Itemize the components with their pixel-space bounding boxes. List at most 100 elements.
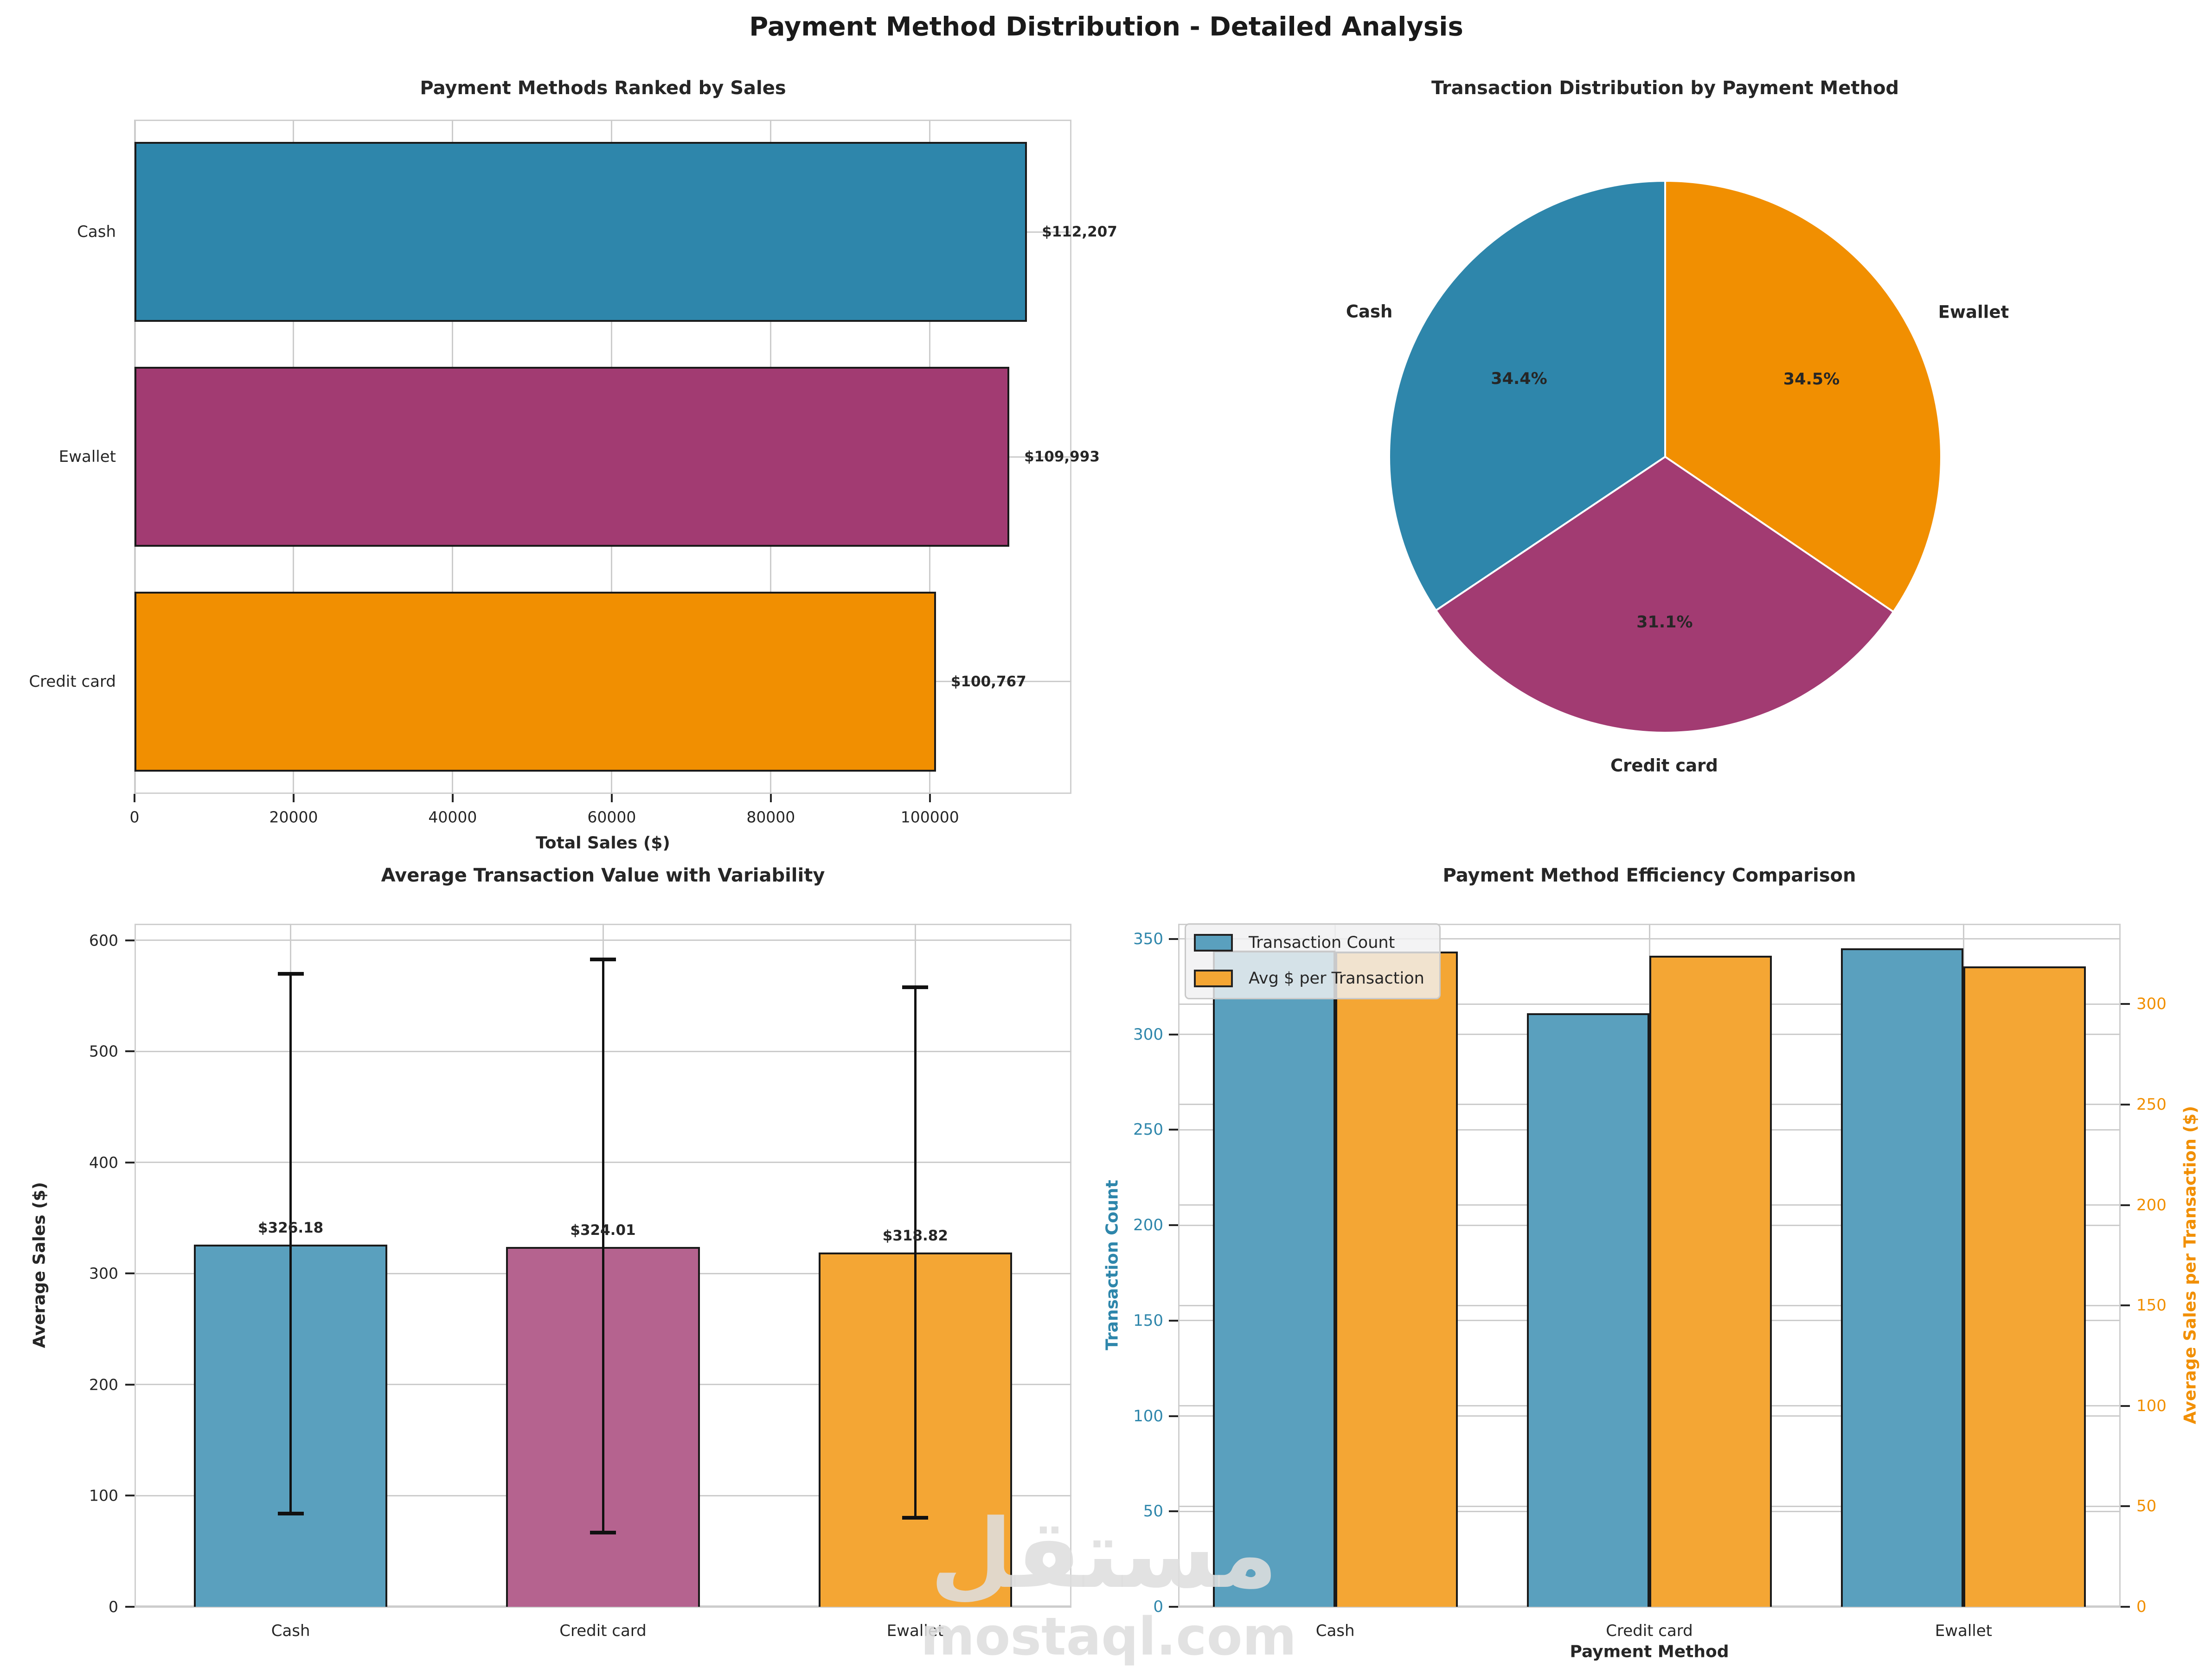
bar-transaction-count (1527, 1013, 1649, 1607)
panel1-title: Payment Methods Ranked by Sales (420, 77, 786, 99)
x-tick-label: 60000 (587, 808, 636, 826)
x-category-label: Cash (271, 1622, 310, 1640)
x-category-label: Ewallet (1935, 1622, 1992, 1640)
bar (135, 591, 936, 772)
right-y-tick-mark (2121, 1304, 2130, 1307)
x-category-label: Ewallet (886, 1622, 944, 1640)
pie-label: Credit card (1610, 755, 1718, 776)
x-tick-label: 0 (129, 808, 140, 826)
x-category-label: Credit card (1606, 1622, 1693, 1640)
right-y-tick-label: 50 (2136, 1497, 2157, 1516)
right-y-tick-label: 250 (2136, 1095, 2167, 1114)
bar-value-label: $109,993 (1024, 448, 1100, 465)
pie-label: Ewallet (1938, 302, 2009, 322)
pie-slice-cash (1388, 179, 1666, 612)
bar-transaction-count (1212, 950, 1335, 1607)
left-y-tick-label: 350 (1133, 929, 1163, 948)
y-tick-mark (125, 1050, 135, 1053)
right-y-tick-mark (2121, 1606, 2130, 1608)
y-tick-label: 400 (89, 1153, 118, 1172)
bar-transaction-count (1841, 948, 1964, 1607)
error-bar-cap-bottom (902, 1516, 929, 1520)
panel3-title: Average Transaction Value with Variabili… (381, 865, 825, 886)
y-tick-label: 600 (89, 931, 118, 950)
y-tick-label: 0 (109, 1598, 118, 1616)
right-y-tick-label: 200 (2136, 1195, 2167, 1214)
error-bar-line (602, 959, 604, 1533)
y-tick-label: 100 (89, 1486, 118, 1505)
left-y-tick-label: 50 (1143, 1502, 1163, 1521)
error-bar-line (289, 973, 292, 1514)
error-bar-cap-top (277, 971, 304, 976)
bar-avg-per-txn (1963, 966, 2086, 1607)
y-tick-label: 500 (89, 1042, 118, 1061)
y-tick-mark (125, 939, 135, 941)
y-tick-label: 300 (89, 1264, 118, 1283)
error-bar-cap-bottom (277, 1511, 304, 1515)
x-tick-mark (292, 794, 295, 802)
left-y-tick-mark (1169, 1510, 1178, 1513)
x-category-label: Cash (1315, 1622, 1355, 1640)
right-y-gridline (1178, 1606, 2121, 1608)
watermark-arabic: مستقل (930, 1499, 1278, 1610)
bar-value-label: $100,767 (950, 673, 1026, 690)
right-y-tick-label: 100 (2136, 1396, 2167, 1415)
left-y-tick-mark (1169, 1033, 1178, 1035)
y-category-label: Ewallet (58, 447, 116, 466)
bar (135, 142, 1027, 322)
right-y-tick-label: 300 (2136, 995, 2167, 1014)
right-y-tick-mark (2121, 1405, 2130, 1407)
bar (135, 367, 1010, 547)
error-bar-cap-top (902, 985, 929, 989)
error-bar-line (914, 987, 917, 1518)
left-y-tick-label: 0 (1153, 1598, 1163, 1616)
right-y-tick-mark (2121, 1103, 2130, 1106)
bar-value-label: $318.82 (882, 1227, 948, 1245)
left-y-tick-label: 300 (1133, 1025, 1163, 1044)
left-y-tick-label: 200 (1133, 1216, 1163, 1235)
y-tick-mark (125, 1606, 135, 1608)
y-gridline (135, 1606, 1071, 1608)
pie-slice-credit-card (1435, 455, 1895, 734)
pie-label: Cash (1346, 301, 1393, 321)
bar-value-label: $326.18 (258, 1219, 324, 1236)
left-y-tick-mark (1169, 1319, 1178, 1322)
x-tick-mark (769, 794, 772, 802)
right-y-tick-mark (2121, 1003, 2130, 1005)
pie-pct-label: 34.5% (1783, 370, 1840, 389)
pie-pct-label: 34.4% (1491, 369, 1547, 388)
y-tick-mark (125, 1495, 135, 1497)
x-tick-mark (610, 794, 613, 802)
x-tick-mark (451, 794, 454, 802)
y-tick-mark (125, 1161, 135, 1163)
left-y-tick-mark (1169, 1415, 1178, 1417)
legend-swatch-orange (1194, 970, 1233, 987)
y-category-label: Credit card (29, 672, 116, 691)
panel2-title: Transaction Distribution by Payment Meth… (1431, 77, 1899, 99)
watermark-latin: mostaql.com (920, 1607, 1297, 1667)
bar-avg-per-txn (1649, 956, 1772, 1607)
left-y-tick-mark (1169, 1606, 1178, 1608)
panel4-left-yaxis-label: Transaction Count (1103, 1180, 1122, 1350)
left-y-tick-mark (1169, 1224, 1178, 1227)
left-y-tick-label: 150 (1133, 1311, 1163, 1330)
x-tick-label: 20000 (269, 808, 318, 826)
y-tick-mark (125, 1272, 135, 1275)
y-tick-label: 200 (89, 1375, 118, 1394)
x-tick-mark (134, 794, 135, 802)
y-tick-mark (125, 1383, 135, 1386)
pie-slice-ewallet (1664, 179, 1942, 614)
legend-swatch-blue (1194, 934, 1233, 952)
panel4-title: Payment Method Efficiency Comparison (1443, 865, 1856, 886)
y-category-label: Cash (77, 223, 116, 242)
bar-value-label: $112,207 (1042, 224, 1117, 241)
panel3-yaxis-label: Average Sales ($) (30, 1182, 49, 1348)
right-y-tick-label: 150 (2136, 1296, 2167, 1315)
x-tick-label: 40000 (428, 808, 477, 826)
x-tick-mark (929, 794, 931, 802)
right-y-tick-label: 0 (2136, 1598, 2147, 1616)
legend-label: Avg $ per Transaction (1249, 969, 1424, 988)
left-y-tick-label: 250 (1133, 1120, 1163, 1139)
panel4-right-yaxis-label: Average Sales per Transaction ($) (2180, 1106, 2200, 1425)
